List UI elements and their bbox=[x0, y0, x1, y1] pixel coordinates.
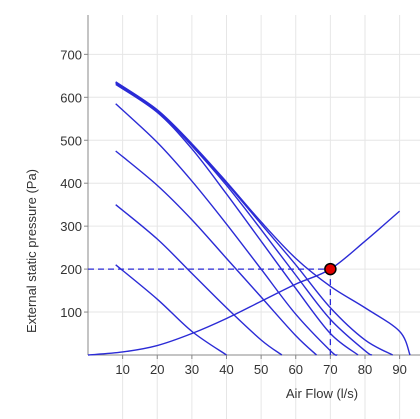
y-tick-label: 700 bbox=[60, 47, 82, 62]
y-tick-label: 100 bbox=[60, 305, 82, 320]
y-tick-label: 500 bbox=[60, 133, 82, 148]
operating-point bbox=[324, 262, 337, 276]
tick-labels: 100 200 300 400 500 600 700 10 20 30 40 50 60 70 80 90 bbox=[60, 47, 407, 377]
y-tick-label: 200 bbox=[60, 262, 82, 277]
x-tick-label: 20 bbox=[150, 362, 164, 377]
fan-curve-line bbox=[115, 82, 373, 356]
y-tick-label: 300 bbox=[60, 219, 82, 234]
x-tick-label: 70 bbox=[323, 362, 337, 377]
y-tick-label: 600 bbox=[60, 90, 82, 105]
fan-curve-line bbox=[115, 103, 338, 356]
y-axis-title: External static pressure (Pa) bbox=[24, 169, 39, 333]
axes bbox=[84, 15, 420, 359]
grid bbox=[88, 15, 420, 419]
system-curve-line bbox=[87, 210, 401, 356]
x-tick-label: 80 bbox=[358, 362, 372, 377]
x-tick-label: 10 bbox=[115, 362, 129, 377]
fan-curve-line bbox=[115, 150, 317, 356]
fan-curve-line bbox=[115, 83, 359, 356]
operating-guides bbox=[88, 268, 332, 355]
x-tick-label: 90 bbox=[392, 362, 406, 377]
series-group bbox=[87, 81, 411, 356]
x-tick-label: 50 bbox=[254, 362, 268, 377]
operating-point-group bbox=[324, 262, 337, 276]
x-tick-label: 30 bbox=[185, 362, 199, 377]
y-tick-label: 400 bbox=[60, 176, 82, 191]
x-tick-label: 60 bbox=[289, 362, 303, 377]
x-axis-title: Air Flow (l/s) bbox=[286, 386, 358, 401]
fan-curve-line bbox=[115, 81, 411, 356]
fan-curve-line bbox=[115, 264, 227, 356]
x-tick-label: 40 bbox=[219, 362, 233, 377]
fan-curve-line bbox=[115, 204, 283, 356]
